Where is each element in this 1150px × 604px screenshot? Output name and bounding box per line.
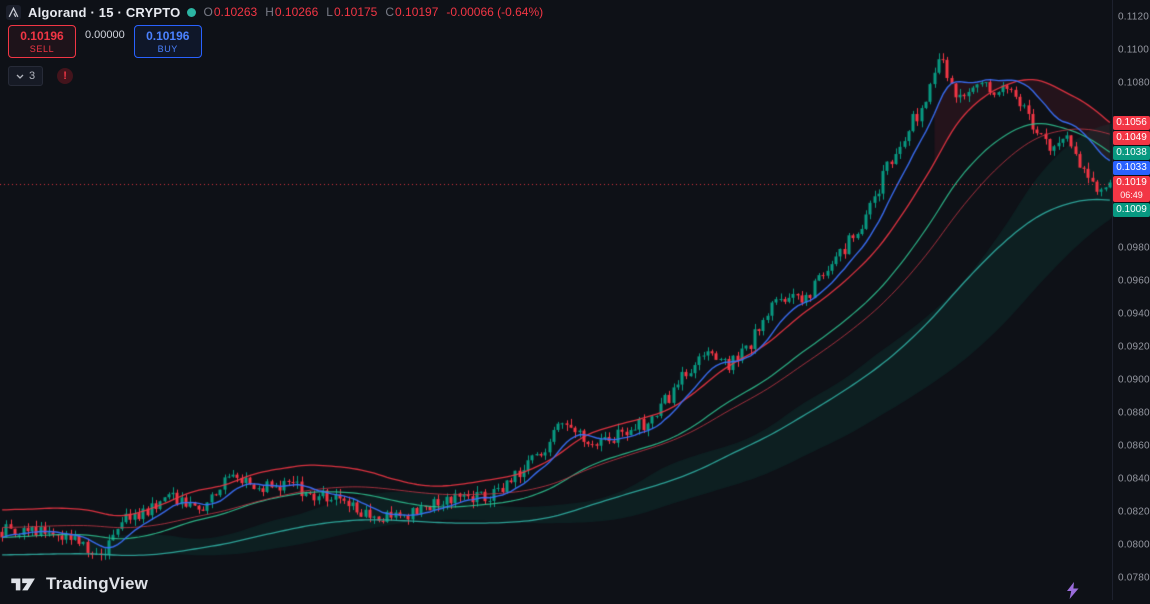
axis-tick: 0.0780 bbox=[1118, 572, 1150, 584]
tradingview-wordmark: TradingView bbox=[46, 574, 149, 593]
indicator-price-label: 0.1056 bbox=[1113, 115, 1150, 130]
indicator-price-label: 0.1038 bbox=[1113, 145, 1150, 160]
alert-icon[interactable]: ! bbox=[57, 68, 74, 84]
change-value: -0.00066 (-0.64%) bbox=[446, 5, 544, 19]
current-price-label: 0.1019 06:49 bbox=[1113, 175, 1150, 202]
low-label: L bbox=[326, 5, 333, 19]
indicator-price-label: 0.1033 bbox=[1113, 160, 1150, 175]
axis-tick: 0.0860 bbox=[1118, 440, 1150, 452]
alert-exclamation: ! bbox=[63, 70, 67, 82]
symbol-title[interactable]: Algorand · 15 · CRYPTO bbox=[28, 4, 181, 20]
chevron-down-icon bbox=[16, 70, 24, 82]
price-chart-pane[interactable] bbox=[0, 0, 1112, 600]
price-axis[interactable]: 0.1120 0.1100 0.1080 0.0980 0.0960 0.0940 0.09… bbox=[1112, 0, 1150, 600]
tradingview-mark-icon bbox=[11, 578, 35, 591]
high-label: H bbox=[265, 5, 274, 19]
axis-tick: 0.0920 bbox=[1118, 341, 1150, 353]
close-value: 0.10197 bbox=[395, 5, 439, 19]
axis-tick: 0.0800 bbox=[1118, 539, 1150, 551]
spread-value: 0.00000 bbox=[85, 29, 125, 41]
axis-tick: 0.0940 bbox=[1118, 308, 1150, 320]
sell-button[interactable]: 0.10196 SELL bbox=[8, 25, 76, 58]
market-status-icon[interactable] bbox=[187, 7, 197, 17]
axis-tick: 0.1120 bbox=[1118, 11, 1150, 23]
chart-legend: Algorand · 15 · CRYPTO O0.10263 H0.10266… bbox=[6, 3, 543, 21]
buy-label: BUY bbox=[157, 43, 178, 54]
chart-controls: 3 ! bbox=[8, 66, 74, 86]
indicator-price-label: 0.1049 bbox=[1113, 130, 1150, 145]
object-tree-toggle[interactable]: 3 bbox=[8, 66, 44, 86]
trade-panel: 0.10196 SELL 0.00000 0.10196 BUY bbox=[8, 25, 202, 58]
lightning-boost-icon[interactable] bbox=[1066, 582, 1079, 604]
axis-tick: 0.0820 bbox=[1118, 506, 1150, 518]
axis-tick: 0.0880 bbox=[1118, 407, 1150, 419]
object-count: 3 bbox=[29, 70, 36, 82]
axis-tick: 0.1100 bbox=[1118, 44, 1150, 56]
close-label: C bbox=[385, 5, 395, 19]
sell-label: SELL bbox=[29, 43, 55, 54]
algorand-logo-icon bbox=[6, 4, 21, 20]
axis-tick: 0.0980 bbox=[1118, 242, 1150, 254]
low-value: 0.10175 bbox=[333, 5, 378, 19]
high-value: 0.10266 bbox=[274, 5, 319, 19]
axis-tick: 0.0960 bbox=[1118, 275, 1150, 287]
indicator-price-label: 0.1009 bbox=[1113, 202, 1150, 217]
open-value: 0.10263 bbox=[213, 5, 258, 19]
open-label: O bbox=[203, 5, 213, 19]
sell-price: 0.10196 bbox=[20, 28, 64, 43]
buy-button[interactable]: 0.10196 BUY bbox=[133, 25, 202, 58]
axis-tick: 0.0900 bbox=[1118, 374, 1150, 386]
axis-tick: 0.1080 bbox=[1118, 77, 1150, 89]
ohlc-values: O0.10263 H0.10266 L0.10175 C0.10197 -0.0… bbox=[203, 5, 543, 19]
buy-price: 0.10196 bbox=[146, 28, 190, 43]
axis-tick: 0.0840 bbox=[1118, 473, 1150, 485]
tradingview-logo[interactable]: TradingView bbox=[10, 574, 148, 594]
